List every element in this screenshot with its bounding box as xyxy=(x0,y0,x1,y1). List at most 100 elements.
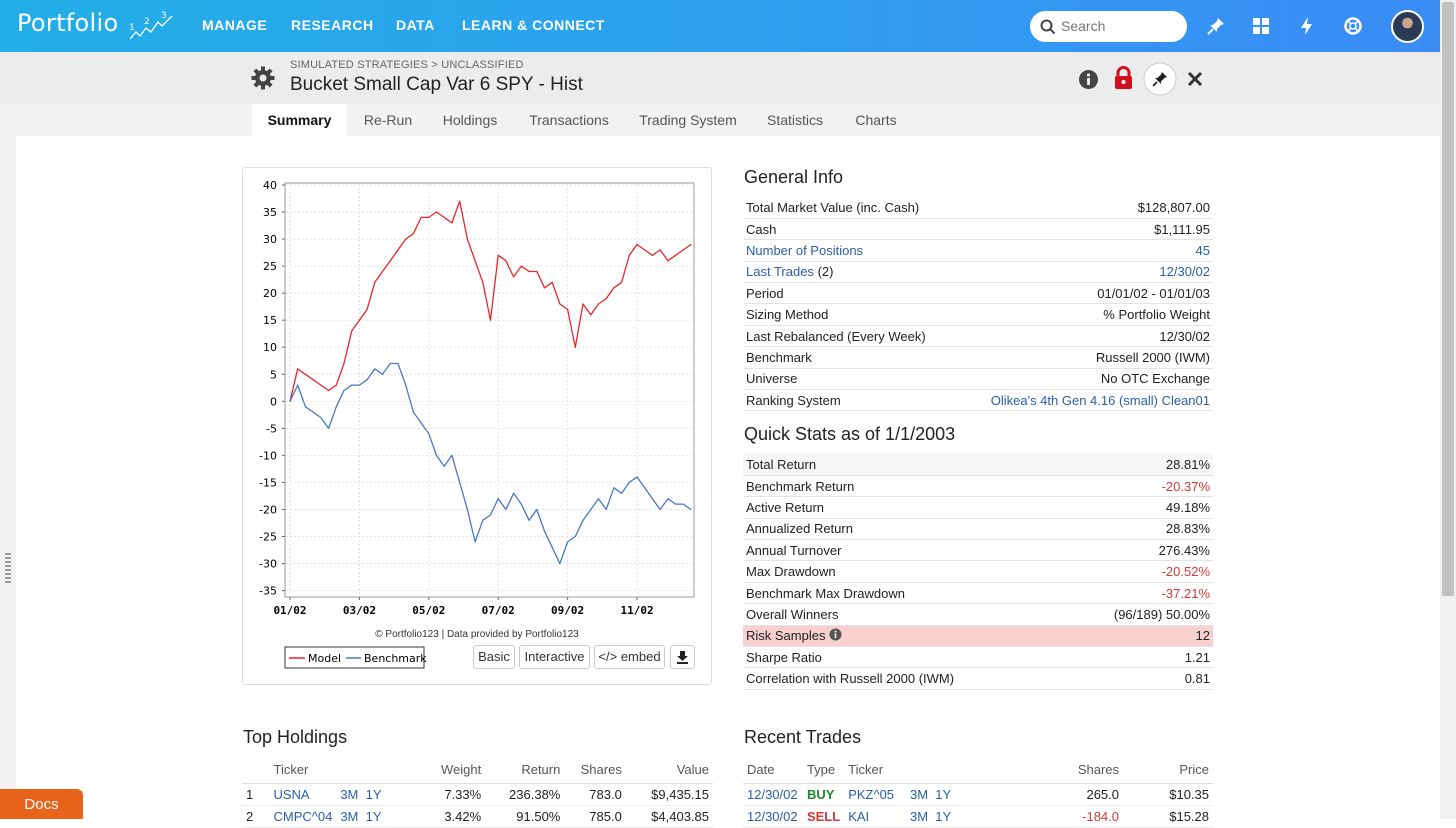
data-point-benchmark xyxy=(327,427,330,429)
dashboard-grid-icon[interactable] xyxy=(1250,15,1272,37)
docs-button[interactable]: Docs xyxy=(0,789,83,819)
data-point-benchmark xyxy=(351,384,353,386)
tab-trading-system[interactable]: Trading System xyxy=(639,112,737,128)
link-3m[interactable]: 3M xyxy=(909,808,929,824)
data-point-model xyxy=(366,308,368,310)
data-point-benchmark xyxy=(459,481,461,484)
data-point-model xyxy=(327,389,330,392)
legend-model-label: Model xyxy=(308,652,341,665)
y-tick-label: -35 xyxy=(259,585,277,598)
data-point-model xyxy=(358,319,361,321)
tab-summary[interactable]: Summary xyxy=(252,104,347,136)
ticker-link[interactable]: KAI xyxy=(844,805,906,828)
col-price[interactable]: Price xyxy=(1123,757,1213,784)
col-ticker[interactable]: Ticker xyxy=(269,757,337,784)
link-1y[interactable]: 1Y xyxy=(365,808,382,824)
data-point-benchmark xyxy=(590,508,592,511)
quick-stats-table: Total Return 28.81% Benchmark Return -20.3… xyxy=(743,454,1213,690)
data-point-model xyxy=(620,281,623,283)
positions-link[interactable]: Number of Positions xyxy=(743,239,956,262)
last-trades-link[interactable]: Last Trades xyxy=(746,264,814,280)
data-point-benchmark xyxy=(605,508,607,511)
ticker-link[interactable]: PKZ^05 xyxy=(844,783,906,806)
col-shares[interactable]: Shares xyxy=(1024,757,1124,784)
data-point-benchmark xyxy=(420,422,422,424)
data-point-model xyxy=(405,238,407,240)
link-1y[interactable]: 1Y xyxy=(935,786,952,802)
link-3m[interactable]: 3M xyxy=(340,786,359,802)
positions-count-link[interactable]: 45 xyxy=(955,239,1213,262)
data-point-benchmark xyxy=(335,406,337,408)
search-input[interactable] xyxy=(1061,18,1179,34)
top-navigation-bar: Portfolio 1 2 3 MANAGE RESEARCH DATA LEA… xyxy=(0,0,1440,52)
nav-manage[interactable]: MANAGE xyxy=(202,17,268,33)
resize-handle[interactable] xyxy=(5,553,11,585)
data-point-benchmark xyxy=(443,465,445,467)
top-holdings-heading: Top Holdings xyxy=(243,727,348,747)
data-point-benchmark xyxy=(651,498,654,500)
nav-learn-connect[interactable]: LEARN & CONNECT xyxy=(462,17,605,33)
y-tick-label: 15 xyxy=(263,314,277,327)
x-tick-label: 07/02 xyxy=(482,604,515,617)
nav-research[interactable]: RESEARCH xyxy=(291,17,374,33)
close-icon[interactable] xyxy=(1187,71,1203,87)
x-tick-label: 11/02 xyxy=(620,604,653,617)
portfolio123-logo[interactable]: Portfolio xyxy=(17,9,119,37)
pin-header-icon[interactable] xyxy=(1142,62,1178,96)
trade-date-link[interactable]: 12/30/02 xyxy=(743,805,803,828)
data-point-benchmark xyxy=(628,481,630,484)
breadcrumb[interactable]: SIMULATED STRATEGIES > UNCLASSIFIED xyxy=(290,59,524,71)
col-value[interactable]: Value xyxy=(625,757,713,784)
chart-interactive-button[interactable]: Interactive xyxy=(519,645,590,669)
tab-charts[interactable]: Charts xyxy=(855,112,897,128)
data-point-benchmark xyxy=(304,406,307,408)
stat-row: Sharpe Ratio 1.21 xyxy=(743,646,1213,669)
trade-date-link[interactable]: 12/30/02 xyxy=(743,783,803,806)
search-box[interactable] xyxy=(1030,11,1187,42)
recent-trades-heading: Recent Trades xyxy=(744,727,862,747)
nav-data[interactable]: DATA xyxy=(396,17,435,33)
info-icon[interactable] xyxy=(1078,69,1099,90)
tab-transactions[interactable]: Transactions xyxy=(529,112,609,128)
page-scrollbar-thumb[interactable] xyxy=(1442,2,1454,596)
link-1y[interactable]: 1Y xyxy=(935,808,952,824)
col-ticker[interactable]: Ticker xyxy=(844,757,906,784)
data-point-model xyxy=(667,260,669,262)
data-point-model xyxy=(567,308,569,310)
link-1y[interactable]: 1Y xyxy=(365,786,382,802)
ticker-link[interactable]: CMPC^04 xyxy=(269,805,337,828)
info-row-ranking: Ranking System Olikea's 4th Gen 4.16 (sma… xyxy=(743,389,1213,412)
gear-icon[interactable] xyxy=(250,65,276,91)
info-row-last-trades: Last Trades (2) 12/30/02 xyxy=(743,261,1213,284)
col-type[interactable]: Type xyxy=(802,757,845,784)
performance-chart[interactable]: 40 35 30 25 20 15 10 5 0 -5 -10 -15 -20 -25 -30 -35 01/… xyxy=(243,168,711,673)
data-point-model xyxy=(343,362,345,365)
data-point-model xyxy=(505,260,507,262)
user-avatar[interactable] xyxy=(1391,10,1424,43)
table-row: 12/30/02 BUY PKZ^05 3M 1Y 265.0 $10.35 xyxy=(743,783,1213,806)
lightning-icon[interactable] xyxy=(1296,15,1318,37)
table-row: 2 CMPC^04 3M 1Y 3.42% 91.50% 785.0 $4,40… xyxy=(242,805,713,828)
last-trades-date-link[interactable]: 12/30/02 xyxy=(955,261,1213,284)
col-shares[interactable]: Shares xyxy=(564,757,626,784)
tab-holdings[interactable]: Holdings xyxy=(442,112,498,128)
col-weight[interactable]: Weight xyxy=(418,757,486,784)
lock-icon[interactable] xyxy=(1113,66,1134,90)
chart-basic-button[interactable]: Basic xyxy=(473,645,515,669)
col-date[interactable]: Date xyxy=(743,757,803,784)
tab-statistics[interactable]: Statistics xyxy=(766,112,823,128)
ticker-link[interactable]: USNA xyxy=(269,783,337,806)
data-point-model xyxy=(297,368,299,370)
link-3m[interactable]: 3M xyxy=(340,808,359,824)
stat-row: Correlation with Russell 2000 (IWM) 0.81 xyxy=(743,667,1213,690)
tab-re-run[interactable]: Re-Run xyxy=(363,112,413,128)
help-lifebuoy-icon[interactable] xyxy=(1342,15,1364,37)
chart-embed-button[interactable]: </> embed xyxy=(594,645,665,669)
data-point-model xyxy=(335,384,337,386)
info-icon[interactable] xyxy=(829,628,842,641)
chart-download-button[interactable] xyxy=(670,645,695,669)
col-return[interactable]: Return xyxy=(485,757,565,784)
pin-icon[interactable] xyxy=(1205,15,1227,37)
link-3m[interactable]: 3M xyxy=(909,786,929,802)
ranking-system-link[interactable]: Olikea's 4th Gen 4.16 (small) Clean01 xyxy=(955,389,1213,412)
